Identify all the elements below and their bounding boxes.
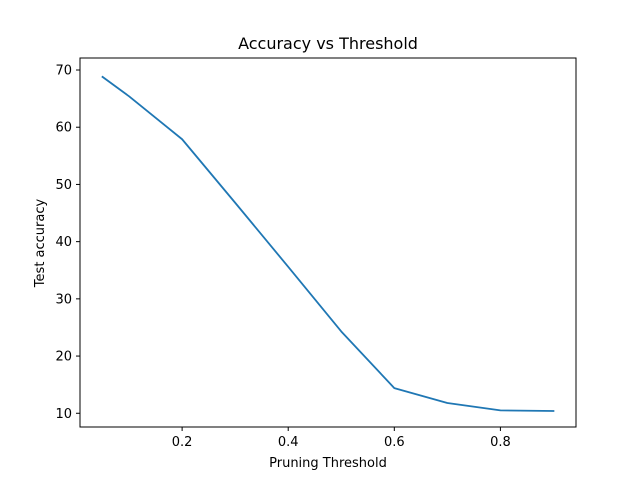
x-tick-label: 0.4 (278, 435, 299, 450)
x-tick-label: 0.8 (490, 435, 511, 450)
x-tick-label: 0.2 (172, 435, 193, 450)
y-tick-label: 60 (55, 121, 72, 136)
x-tick-label: 0.6 (384, 435, 405, 450)
x-axis: 0.2 0.4 0.6 0.8 (172, 427, 511, 450)
x-axis-title: Pruning Threshold (269, 456, 387, 471)
accuracy-series-line (101, 75, 555, 412)
plot-frame (79, 57, 577, 428)
y-axis-title: Test accuracy (33, 199, 48, 289)
y-tick-label: 20 (55, 350, 72, 365)
plot-area (101, 75, 555, 412)
y-tick-label: 10 (55, 407, 72, 422)
y-tick-label: 70 (55, 64, 72, 79)
y-axis: 10 20 30 40 50 60 70 (55, 64, 80, 422)
y-tick-label: 50 (55, 178, 72, 193)
y-tick-label: 40 (55, 235, 72, 250)
y-tick-label: 30 (55, 292, 72, 307)
chart-title: Accuracy vs Threshold (238, 34, 418, 53)
